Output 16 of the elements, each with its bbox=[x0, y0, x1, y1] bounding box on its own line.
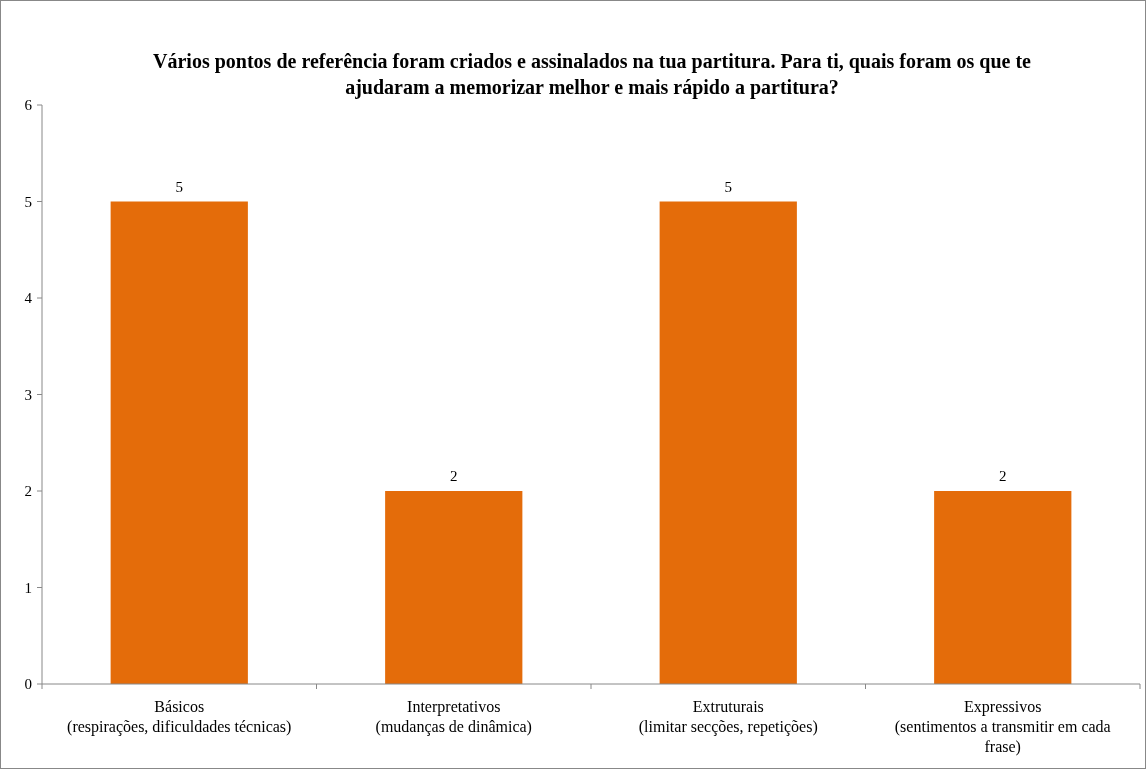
x-tick-label: Interpretativos (mudanças de dinâmica) bbox=[375, 698, 532, 736]
data-label: 2 bbox=[450, 468, 458, 484]
y-tick-label: 6 bbox=[24, 97, 33, 113]
data-label: 5 bbox=[724, 178, 732, 195]
x-tick-label: Extruturais (limitar secções, repetições) bbox=[638, 698, 818, 736]
y-tick-label: 2 bbox=[24, 483, 32, 499]
y-tick-label: 4 bbox=[24, 290, 33, 306]
chart-title: Vários pontos de referência foram criados e assinalados na tua partitura. Para ti, quais foram os que te ajudaram a memorizar melhor e mais rápido a partitura? bbox=[153, 50, 1032, 99]
x-tick-label: Expressivos (sentimentos a transmitir em cada frase) bbox=[894, 698, 1111, 756]
y-tick-label: 0 bbox=[24, 676, 32, 692]
y-tick-label: 1 bbox=[24, 579, 32, 596]
y-tick-label: 5 bbox=[24, 193, 32, 210]
data-label: 5 bbox=[175, 178, 183, 195]
x-tick-label: Básicos (respirações, dificuldades técnicas) bbox=[67, 698, 292, 736]
data-label: 2 bbox=[999, 468, 1007, 484]
y-tick-label: 3 bbox=[24, 386, 32, 403]
